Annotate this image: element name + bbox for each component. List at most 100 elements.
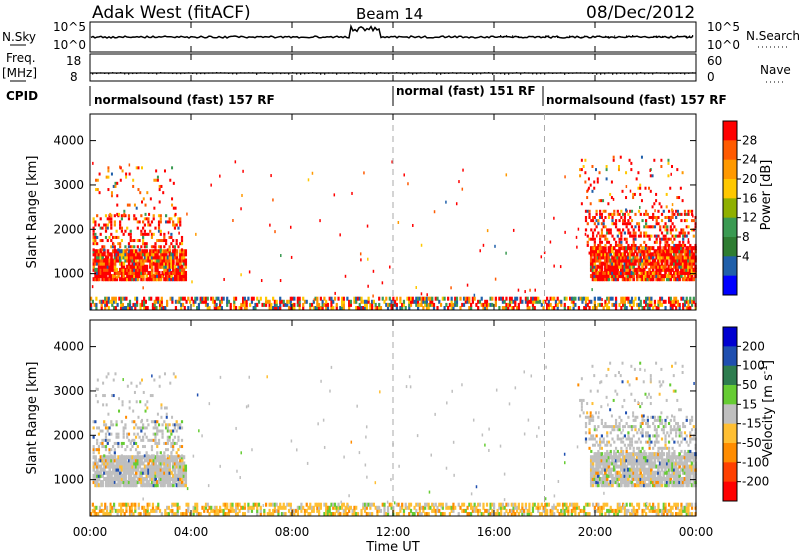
data-cell: [141, 418, 144, 422]
data-cell: [173, 480, 177, 485]
nave-dot: [108, 72, 110, 75]
data-cell: [126, 445, 129, 449]
data-cell: [164, 261, 168, 266]
data-cell: [99, 464, 103, 469]
data-cell: [408, 306, 411, 311]
data-cell: [630, 246, 634, 251]
data-cell: [589, 476, 593, 481]
data-cell: [644, 219, 648, 223]
data-cell: [614, 508, 618, 513]
data-cell: [172, 473, 175, 478]
data-cell: [92, 445, 95, 449]
data-cell: [655, 428, 658, 432]
data-cell: [127, 483, 131, 488]
data-cell: [646, 234, 649, 238]
nave-dot: [264, 72, 266, 74]
data-cell: [96, 255, 99, 260]
data-cell: [658, 246, 662, 251]
data-cell: [157, 467, 161, 472]
data-cell: [639, 252, 643, 257]
nsearch-dot: [545, 35, 547, 37]
data-cell: [664, 306, 667, 311]
data-cell: [150, 483, 154, 488]
data-cell: [632, 277, 635, 282]
data-cell: [416, 302, 420, 307]
data-cell: [312, 306, 315, 311]
nave-dot: [196, 73, 198, 75]
data-cell: [505, 173, 508, 177]
data-cell: [641, 219, 644, 223]
data-cell: [621, 255, 625, 260]
data-cell: [122, 267, 126, 272]
data-cell: [618, 246, 621, 251]
data-cell: [158, 384, 161, 388]
data-cell: [455, 296, 459, 301]
data-cell: [546, 508, 549, 513]
data-cell: [127, 470, 131, 475]
data-cell: [346, 505, 349, 510]
data-cell: [630, 306, 634, 311]
data-cell: [657, 234, 660, 238]
data-cell: [628, 267, 632, 272]
nave-dot: [672, 72, 674, 75]
data-cell: [674, 483, 678, 488]
data-cell: [564, 175, 566, 179]
data-cell: [616, 505, 619, 510]
data-cell: [542, 508, 545, 513]
data-cell: [501, 296, 505, 301]
data-cell: [115, 249, 119, 254]
data-cell: [589, 252, 593, 257]
data-cell: [151, 394, 154, 398]
data-cell: [662, 234, 665, 238]
nave-dot: [308, 72, 310, 74]
data-cell: [150, 255, 154, 260]
data-cell: [641, 270, 644, 275]
data-cell: [95, 188, 98, 192]
data-cell: [170, 232, 173, 236]
data-cell: [134, 249, 138, 254]
data-cell: [692, 219, 695, 223]
data-cell: [657, 267, 660, 272]
data-cell: [572, 296, 575, 301]
data-cell: [383, 512, 386, 517]
data-cell: [248, 270, 251, 274]
data-cell: [485, 502, 489, 507]
data-cell: [580, 158, 583, 162]
data-cell: [369, 512, 372, 517]
data-cell: [542, 306, 545, 311]
data-cell: [153, 378, 156, 382]
data-cell: [462, 508, 466, 513]
data-cell: [175, 223, 178, 227]
data-cell: [113, 458, 117, 463]
data-cell: [653, 443, 657, 447]
data-cell: [163, 458, 166, 463]
data-cell: [137, 512, 140, 517]
data-cell: [140, 255, 143, 260]
data-cell: [149, 458, 152, 463]
data-cell: [609, 505, 612, 510]
data-cell: [175, 483, 179, 488]
data-cell: [134, 435, 138, 439]
data-cell: [651, 261, 655, 266]
data-cell: [152, 432, 155, 436]
data-cell: [635, 470, 639, 475]
data-cell: [593, 455, 597, 460]
data-cell: [111, 302, 114, 307]
data-cell: [160, 512, 163, 517]
nave-dot: [692, 72, 694, 74]
data-cell: [108, 261, 112, 266]
data-cell: [166, 448, 169, 452]
data-cell: [182, 467, 186, 472]
colorbar-tick-label: 24: [742, 153, 757, 167]
data-cell: [589, 264, 593, 269]
data-cell: [173, 464, 177, 469]
data-cell: [664, 270, 667, 275]
data-cell: [110, 220, 113, 224]
data-cell: [126, 277, 129, 282]
data-cell: [153, 178, 156, 182]
data-cell: [671, 255, 674, 260]
data-cell: [531, 502, 535, 507]
data-cell: [609, 508, 612, 513]
data-cell: [671, 483, 674, 488]
data-cell: [146, 508, 149, 513]
